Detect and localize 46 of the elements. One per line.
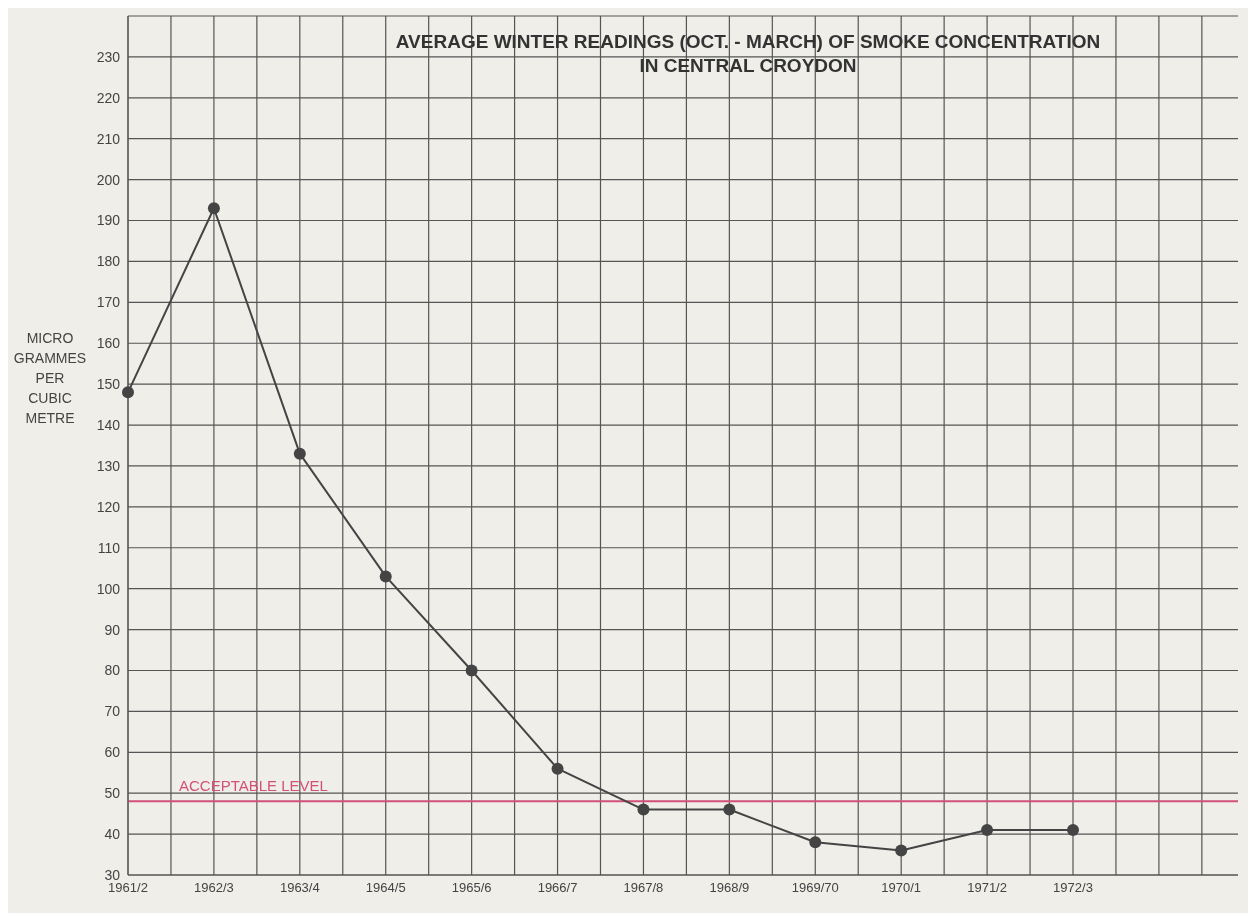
point: [981, 824, 994, 837]
x-tick-label: 1970/1: [881, 880, 922, 896]
y-tick-label: 190: [96, 212, 121, 229]
point: [723, 803, 736, 816]
y-tick-label: 180: [96, 253, 121, 270]
point: [637, 803, 650, 816]
y-tick-label: 70: [104, 703, 121, 720]
x-tick-label: 1968/9: [709, 880, 750, 896]
y-axis-title: MICRO GRAMMES PER CUBIC METRE: [12, 329, 88, 428]
x-tick-label: 1965/6: [451, 880, 492, 896]
point: [122, 386, 134, 399]
x-tick-label: 1969/70: [791, 880, 839, 896]
point: [293, 447, 306, 460]
point: [551, 762, 564, 775]
y-tick-label: 100: [96, 580, 121, 597]
y-tick-label: 50: [104, 785, 121, 802]
y-tick-label: 40: [104, 826, 121, 843]
point: [895, 844, 908, 857]
point: [809, 836, 822, 849]
x-tick-label: 1967/8: [623, 880, 664, 896]
y-tick-label: 140: [96, 417, 121, 434]
x-tick-label: 1966/7: [537, 880, 578, 896]
x-tick-label: 1971/2: [967, 880, 1007, 896]
y-tick-label: 210: [96, 130, 121, 147]
point: [1067, 824, 1079, 837]
point: [465, 664, 478, 677]
y-tick-label: 230: [96, 48, 121, 65]
x-tick-label: 1962/3: [194, 880, 234, 896]
y-tick-label: 30: [104, 866, 121, 883]
y-tick-label: 170: [96, 294, 121, 311]
x-tick-label: 1963/4: [279, 880, 320, 896]
x-tick-label: 1961/2: [108, 880, 148, 896]
y-tick-label: 90: [104, 621, 121, 638]
x-tick-label: 1972/3: [1053, 880, 1093, 896]
y-tick-label: 120: [96, 498, 121, 515]
point: [379, 570, 392, 583]
y-tick-label: 110: [97, 539, 121, 556]
x-tick-label: 1964/5: [365, 880, 406, 896]
y-tick-label: 220: [96, 89, 121, 106]
y-tick-label: 60: [104, 744, 121, 761]
y-tick-label: 130: [96, 457, 121, 474]
y-tick-label: 160: [96, 335, 121, 352]
point: [207, 202, 220, 215]
y-tick-label: 200: [96, 171, 121, 188]
y-tick-label: 80: [104, 662, 121, 679]
y-tick-label: 150: [96, 376, 121, 393]
